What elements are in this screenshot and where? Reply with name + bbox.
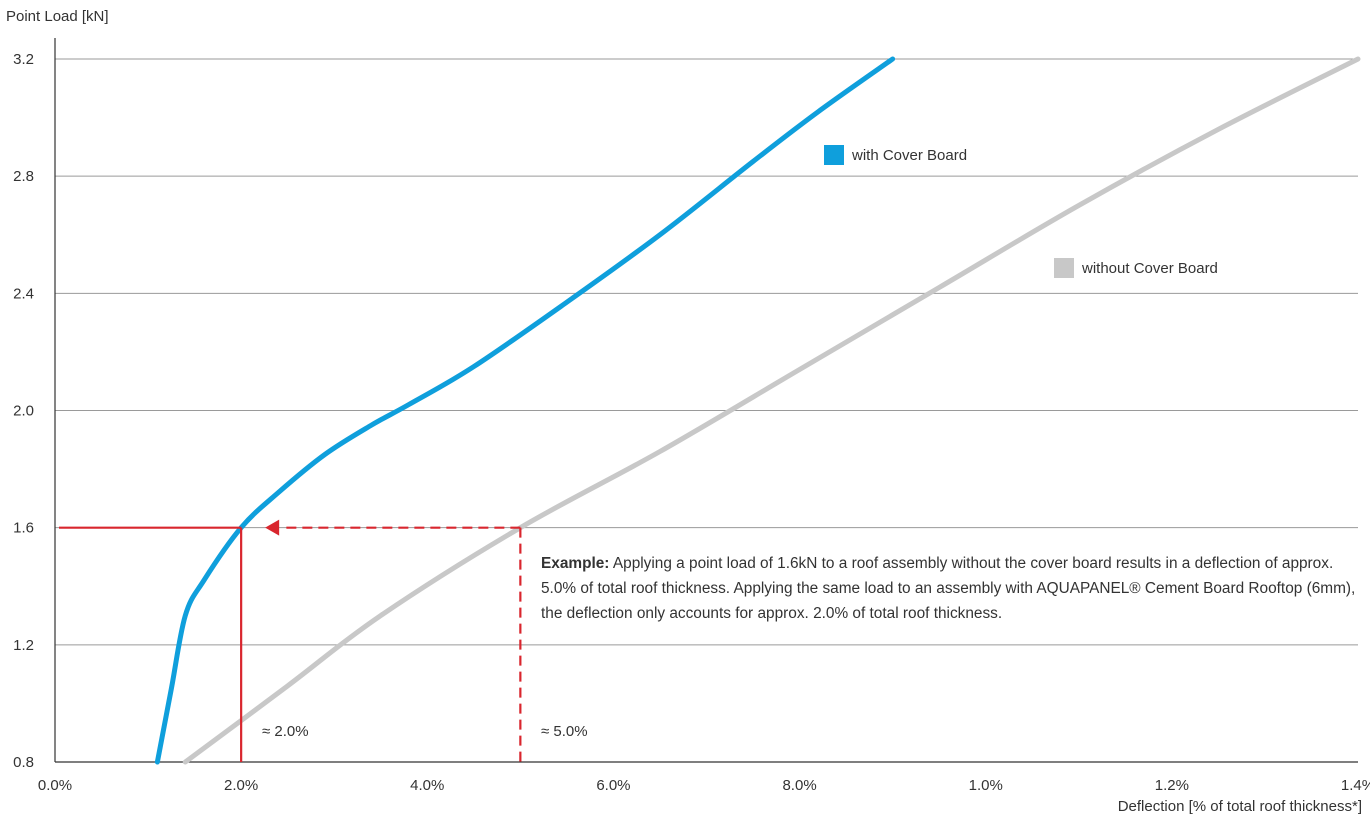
legend-label: with Cover Board	[852, 146, 968, 164]
example-note-text: Applying a point load of 1.6kN to a roof…	[541, 555, 1356, 622]
legend-swatch-blue	[824, 145, 844, 165]
annotation-with-value: ≈ 2.0%	[262, 723, 309, 740]
y-tick-label: 2.8	[13, 168, 34, 185]
legend-swatch-grey	[1054, 258, 1074, 278]
legend-item-with-cover-board: with Cover Board	[824, 145, 967, 165]
series-line-without-cover-board	[182, 56, 1361, 765]
y-tick-label: 2.0	[13, 403, 34, 420]
series-line-with-cover-board	[154, 56, 896, 765]
series-lines	[154, 56, 1361, 765]
y-tick-label: 0.8	[13, 754, 34, 771]
x-tick-label: 2.0%	[224, 777, 258, 794]
x-tick-label: 0.0%	[38, 777, 72, 794]
annotation-without-value: ≈ 5.0%	[541, 723, 588, 740]
x-tick-label: 4.0%	[410, 777, 444, 794]
legend-label: without Cover Board	[1082, 259, 1218, 277]
x-tick-label: 1.2%	[1155, 777, 1189, 794]
y-tick-labels: 0.8 1.2 1.6 2.0 2.4 2.8 3.2	[13, 51, 34, 771]
y-tick-label: 3.2	[13, 51, 34, 68]
x-tick-label: 8.0%	[782, 777, 816, 794]
y-tick-label: 2.4	[13, 285, 34, 302]
x-axis-label: Deflection [% of total roof thickness*]	[1117, 798, 1362, 815]
grid-lines	[55, 58, 1358, 646]
example-note-bold: Example:	[541, 555, 610, 572]
arrow-head-icon	[265, 519, 280, 536]
legend-item-without-cover-board: without Cover Board	[1054, 258, 1218, 278]
y-tick-label: 1.6	[13, 520, 34, 537]
y-tick-label: 1.2	[13, 637, 34, 654]
example-annotation	[59, 519, 522, 762]
axes	[54, 38, 1358, 763]
x-tick-label: 6.0%	[596, 777, 630, 794]
example-note: Example: Applying a point load of 1.6kN …	[541, 551, 1361, 626]
x-tick-label: 1.0%	[969, 777, 1003, 794]
x-tick-labels: 0.0% 2.0% 4.0% 6.0% 8.0% 1.0% 1.2% 1.4%	[38, 777, 1370, 794]
x-tick-label: 1.4%	[1341, 777, 1370, 794]
y-axis-label: Point Load [kN]	[6, 8, 109, 25]
